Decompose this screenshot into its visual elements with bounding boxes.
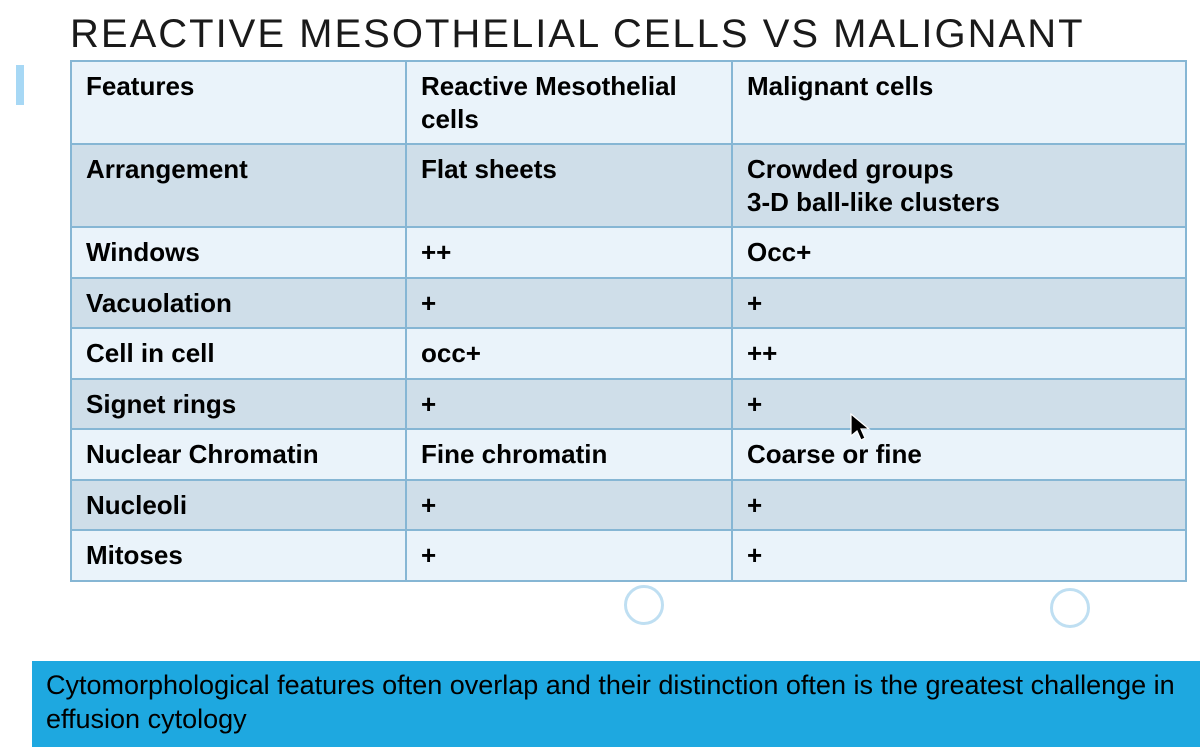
table-cell: Cell in cell bbox=[71, 328, 406, 379]
table-cell: + bbox=[406, 480, 732, 531]
table-cell: Occ+ bbox=[732, 227, 1186, 278]
table-cell: Flat sheets bbox=[406, 144, 732, 227]
table-cell: Vacuolation bbox=[71, 278, 406, 329]
table-cell: Fine chromatin bbox=[406, 429, 732, 480]
comparison-table: FeaturesReactive Mesothelial cellsMalign… bbox=[70, 60, 1185, 582]
slide: REACTIVE MESOTHELIAL CELLS VS MALIGNANT … bbox=[0, 0, 1200, 751]
table-row: Windows++Occ+ bbox=[71, 227, 1186, 278]
accent-bar bbox=[16, 65, 24, 105]
table-cell: + bbox=[406, 379, 732, 430]
table-cell: Crowded groups3-D ball-like clusters bbox=[732, 144, 1186, 227]
table-cell: Nuclear Chromatin bbox=[71, 429, 406, 480]
table-row: Nuclear ChromatinFine chromatinCoarse or… bbox=[71, 429, 1186, 480]
table-cell: Features bbox=[71, 61, 406, 144]
table-cell: + bbox=[732, 278, 1186, 329]
table-row: Signet rings++ bbox=[71, 379, 1186, 430]
table-cell: + bbox=[406, 278, 732, 329]
table-cell: Reactive Mesothelial cells bbox=[406, 61, 732, 144]
decorative-bubble bbox=[624, 585, 664, 625]
table-cell: Windows bbox=[71, 227, 406, 278]
table-row: FeaturesReactive Mesothelial cellsMalign… bbox=[71, 61, 1186, 144]
table-row: Mitoses++ bbox=[71, 530, 1186, 581]
table-row: Cell in cellocc+++ bbox=[71, 328, 1186, 379]
table-cell: Malignant cells bbox=[732, 61, 1186, 144]
caption-bar: Cytomorphological features often overlap… bbox=[32, 661, 1200, 747]
table-row: ArrangementFlat sheetsCrowded groups3-D … bbox=[71, 144, 1186, 227]
decorative-bubble bbox=[1050, 588, 1090, 628]
table-cell: occ+ bbox=[406, 328, 732, 379]
table-cell: Nucleoli bbox=[71, 480, 406, 531]
table-cell: Mitoses bbox=[71, 530, 406, 581]
table-cell: Coarse or fine bbox=[732, 429, 1186, 480]
table-cell: ++ bbox=[406, 227, 732, 278]
table-cell: Arrangement bbox=[71, 144, 406, 227]
table-cell: + bbox=[732, 379, 1186, 430]
table-cell: ++ bbox=[732, 328, 1186, 379]
table-cell: Signet rings bbox=[71, 379, 406, 430]
table-row: Nucleoli++ bbox=[71, 480, 1186, 531]
table-cell: + bbox=[732, 530, 1186, 581]
table-row: Vacuolation++ bbox=[71, 278, 1186, 329]
table-cell: + bbox=[406, 530, 732, 581]
table-cell: + bbox=[732, 480, 1186, 531]
